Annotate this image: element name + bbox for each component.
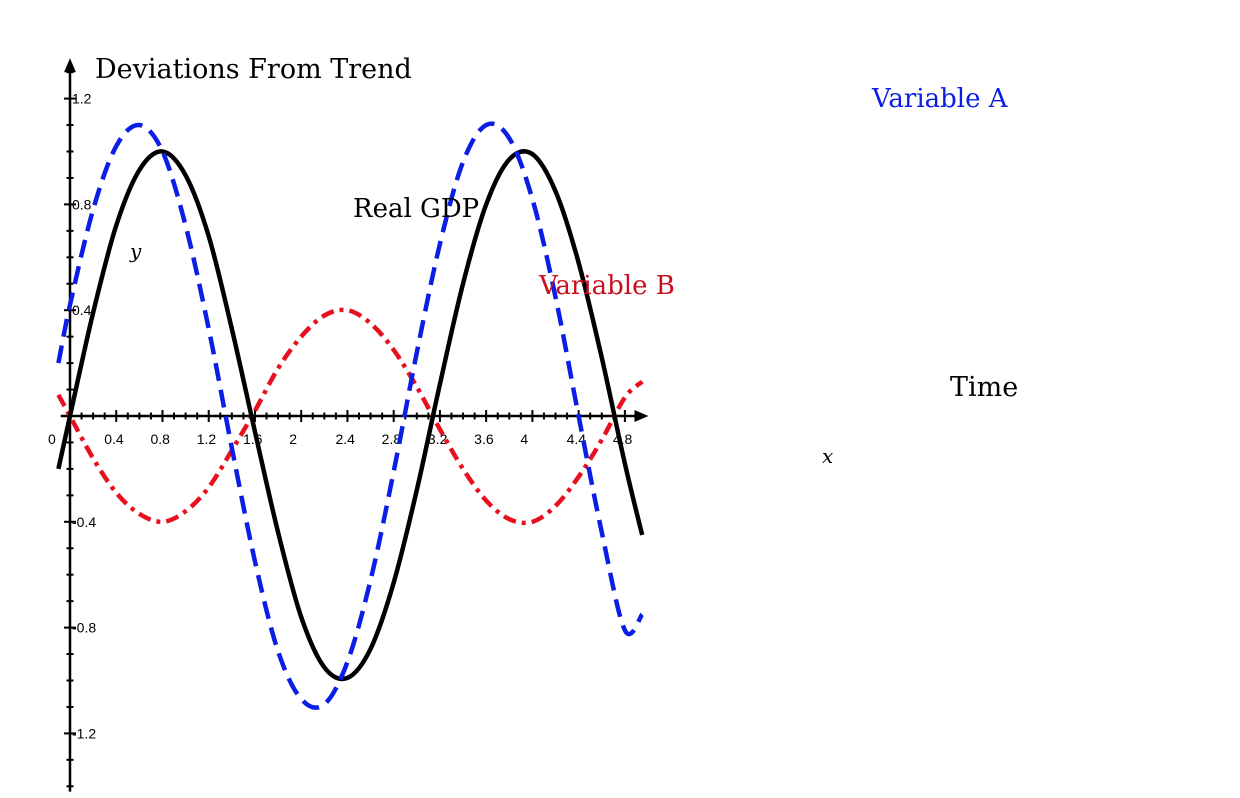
y-axis-arrow [64, 58, 76, 73]
axes [60, 58, 649, 792]
x-axis-arrow [634, 410, 649, 422]
x-tick-label: 0.8 [150, 431, 170, 447]
x-tick-label: 4 [520, 431, 528, 447]
series-line-real-gdp [56, 149, 645, 682]
y-tick-label: 0.4 [72, 302, 92, 318]
x-variable-label: x [822, 444, 833, 468]
series-lines [56, 121, 645, 710]
y-tick-label: -0.4 [72, 514, 96, 530]
x-tick-label: 3.6 [474, 431, 494, 447]
y-axis-title: Deviations From Trend [95, 54, 412, 85]
y-tick-label: -1.2 [72, 725, 96, 741]
series-line-variable-a [56, 121, 645, 710]
x-tick-label: 0 [48, 431, 56, 447]
y-tick-label: -0.8 [72, 620, 96, 636]
y-tick-label: 0.8 [72, 196, 92, 212]
series-line-variable-b [56, 307, 644, 526]
x-tick-label: 1.2 [197, 431, 217, 447]
series-label-real-gdp: Real GDP [353, 194, 479, 224]
x-tick-label: 2.8 [382, 431, 402, 447]
y-variable-label: y [129, 239, 142, 263]
x-tick-label: 2 [289, 431, 297, 447]
x-tick-label: 2.4 [335, 431, 355, 447]
y-tick-label: 1.2 [72, 91, 92, 107]
x-axis-title: Time [950, 372, 1018, 403]
series-label-variable-a: Variable A [871, 84, 1009, 114]
x-tick-label: 0.4 [104, 431, 124, 447]
tick-labels: 0 0.4 0.8 1.2 1.6 2 2.4 2.8 3.2 3.6 4 4.4 4.81.20.80… [48, 91, 633, 742]
series-label-variable-b: Variable B [538, 271, 675, 301]
x-tick-label: 3.2 [428, 431, 448, 447]
x-tick-label: 4.4 [567, 431, 587, 447]
